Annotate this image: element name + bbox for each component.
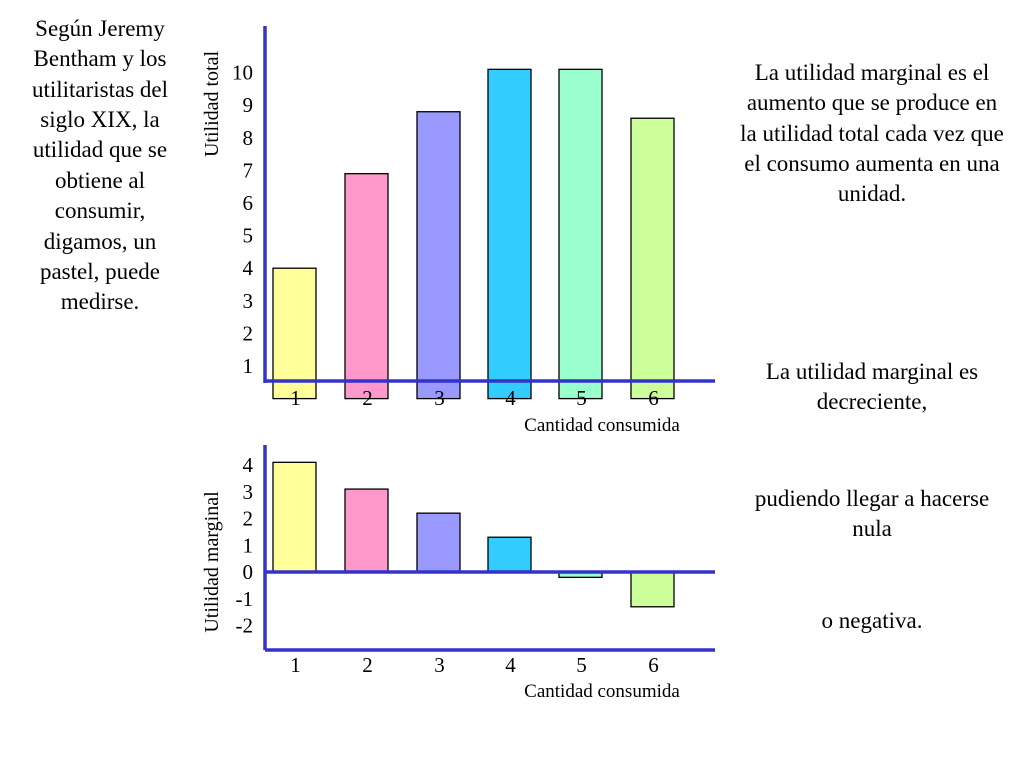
y-tick-label: -1 xyxy=(236,587,254,611)
left-description-text: Según Jeremy Bentham y los utilitaristas… xyxy=(31,16,169,315)
bar-6 xyxy=(630,117,675,400)
bar-4 xyxy=(487,536,532,573)
y-tick-label: 6 xyxy=(243,191,254,215)
bar-1 xyxy=(272,267,317,400)
marginal-utility-definition: La utilidad marginal es el aumento que s… xyxy=(740,60,1004,207)
y-tick-label: 4 xyxy=(243,453,254,477)
x-tick-label: 1 xyxy=(290,386,301,410)
y-tick-label: 1 xyxy=(243,354,254,378)
x-tick-label: 2 xyxy=(362,653,373,677)
x-tick-label: 5 xyxy=(576,653,587,677)
bar-3 xyxy=(416,111,461,400)
y-tick-label: 4 xyxy=(243,256,254,280)
x-axis-label: Cantidad consumida xyxy=(524,415,680,436)
marginal-utility-null-text: pudiendo llegar a hacerse nula xyxy=(754,486,990,542)
y-tick-label: 3 xyxy=(243,480,254,504)
y-tick-label: 10 xyxy=(232,61,253,85)
bar-2 xyxy=(344,173,389,400)
y-axis-label: Utilidad marginal xyxy=(201,491,223,633)
x-tick-label: 4 xyxy=(505,386,516,410)
x-tick-label: 6 xyxy=(648,386,659,410)
x-tick-label: 5 xyxy=(576,386,587,410)
x-tick-label: 1 xyxy=(290,653,301,677)
x-tick-label: 4 xyxy=(505,653,516,677)
x-tick-label: 6 xyxy=(648,653,659,677)
y-tick-label: 5 xyxy=(243,224,254,248)
y-tick-label: 0 xyxy=(243,560,254,584)
bar-5 xyxy=(558,68,603,400)
bar-2 xyxy=(344,488,389,573)
y-tick-label: 9 xyxy=(243,93,254,117)
x-tick-label: 3 xyxy=(434,653,445,677)
y-axis-label: Utilidad total xyxy=(201,51,223,158)
marginal-utility-negative-text: o negativa. xyxy=(821,608,923,633)
y-tick-label: 8 xyxy=(243,126,254,150)
y-tick-label: 2 xyxy=(243,321,254,345)
y-tick-label: 2 xyxy=(243,507,254,531)
bar-3 xyxy=(416,512,461,573)
total-utility-chart: 1 2 3 4 5 6 7 8 9 10 1 2 3 4 5 6 Cantidad consumida Utili… xyxy=(201,26,715,436)
x-tick-label: 3 xyxy=(434,386,445,410)
y-tick-label: -2 xyxy=(236,614,254,638)
x-axis-label: Cantidad consumida xyxy=(524,681,680,702)
y-tick-label: 3 xyxy=(243,289,254,313)
y-tick-label: 1 xyxy=(243,533,254,557)
bar-6 xyxy=(630,571,675,608)
x-tick-label: 2 xyxy=(362,386,373,410)
bar-1 xyxy=(272,461,317,573)
y-tick-label: 7 xyxy=(243,158,254,182)
marginal-utility-decreasing-text: La utilidad marginal es decreciente, xyxy=(765,359,979,415)
bar-4 xyxy=(487,68,532,400)
